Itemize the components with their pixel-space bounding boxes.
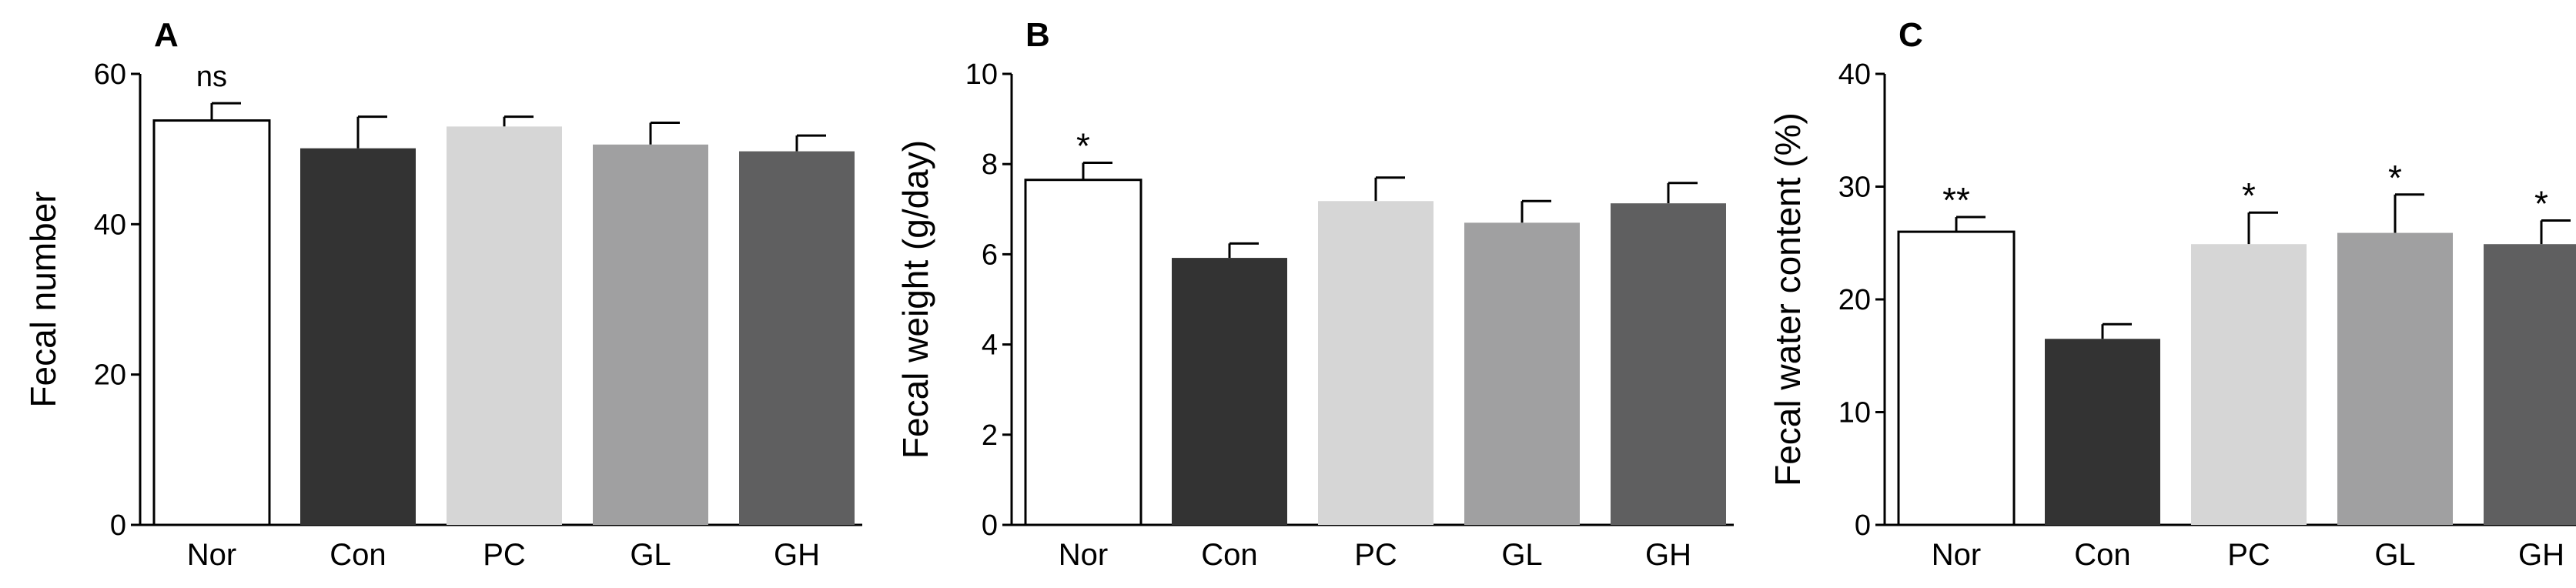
y-tick-label: 40 (94, 209, 126, 241)
significance-label-gh: * (2534, 183, 2548, 223)
significance-label-pc: * (2242, 175, 2256, 215)
y-axis-label: Fecal weight (g/day) (895, 140, 935, 459)
significance-label-nor: ** (1942, 180, 1970, 220)
bar-gh (1611, 203, 1726, 525)
y-tick-label: 10 (1838, 397, 1871, 429)
y-tick-label: 0 (982, 509, 998, 542)
x-tick-label-pc: PC (2227, 538, 2270, 572)
x-tick-label-con: Con (2074, 538, 2130, 572)
x-tick-label-gh: GH (1645, 538, 1691, 572)
bar-pc (2191, 244, 2307, 525)
panel-label: C (1899, 16, 1923, 54)
bar-gh (2484, 244, 2576, 525)
y-tick-label: 40 (1838, 58, 1871, 91)
panel-label: B (1025, 16, 1050, 54)
x-tick-label-gl: GL (630, 538, 671, 572)
x-tick-label-nor: Nor (1059, 538, 1108, 572)
bar-gl (2337, 232, 2453, 525)
bar-pc (447, 126, 562, 525)
y-tick-label: 30 (1838, 172, 1871, 204)
bar-con (1172, 258, 1287, 525)
y-tick-label: 2 (982, 419, 998, 452)
y-tick-label: 20 (94, 359, 126, 392)
bar-nor (1897, 230, 2016, 526)
chart-panel-b: B 0 2 4 6 8 10 Fecal weight (g/day) * Nor Con PC GL G… (895, 16, 1734, 572)
significance-label-gl: * (2388, 158, 2402, 198)
y-tick-label: 10 (965, 58, 998, 91)
y-axis-label: Fecal number (23, 191, 63, 407)
bar-con (2045, 339, 2160, 525)
y-tick-label: 60 (94, 58, 126, 91)
x-tick-label-gl: GL (2374, 538, 2415, 572)
chart-panel-a: A 0 20 40 60 Fecal number ns Nor Con PC GL GH (23, 16, 862, 572)
panel-label: A (154, 16, 179, 54)
x-tick-label-con: Con (330, 538, 386, 572)
y-tick-label: 20 (1838, 284, 1871, 316)
y-tick-label: 6 (982, 239, 998, 271)
y-tick-label: 4 (982, 329, 998, 362)
bar-nor (152, 119, 271, 526)
x-tick-label-gh: GH (774, 538, 820, 572)
x-tick-label-nor: Nor (1932, 538, 1981, 572)
x-tick-label-pc: PC (1354, 538, 1397, 572)
bar-nor (1024, 179, 1142, 526)
y-axis-label: Fecal water content (%) (1768, 112, 1808, 486)
x-tick-label-pc: PC (483, 538, 526, 572)
y-tick-label: 0 (1855, 509, 1871, 542)
x-tick-label-gh: GH (2518, 538, 2564, 572)
x-tick-label-nor: Nor (187, 538, 236, 572)
bar-pc (1318, 201, 1434, 525)
bar-gh (739, 151, 855, 525)
x-tick-label-con: Con (1201, 538, 1257, 572)
bar-gl (593, 144, 708, 525)
y-tick-label: 8 (982, 149, 998, 181)
x-tick-label-gl: GL (1501, 538, 1542, 572)
significance-label-nor: * (1076, 125, 1090, 165)
bar-gl (1464, 222, 1580, 525)
bar-con (300, 148, 416, 525)
significance-label-nor: ns (196, 61, 227, 93)
y-tick-label: 0 (110, 509, 126, 542)
